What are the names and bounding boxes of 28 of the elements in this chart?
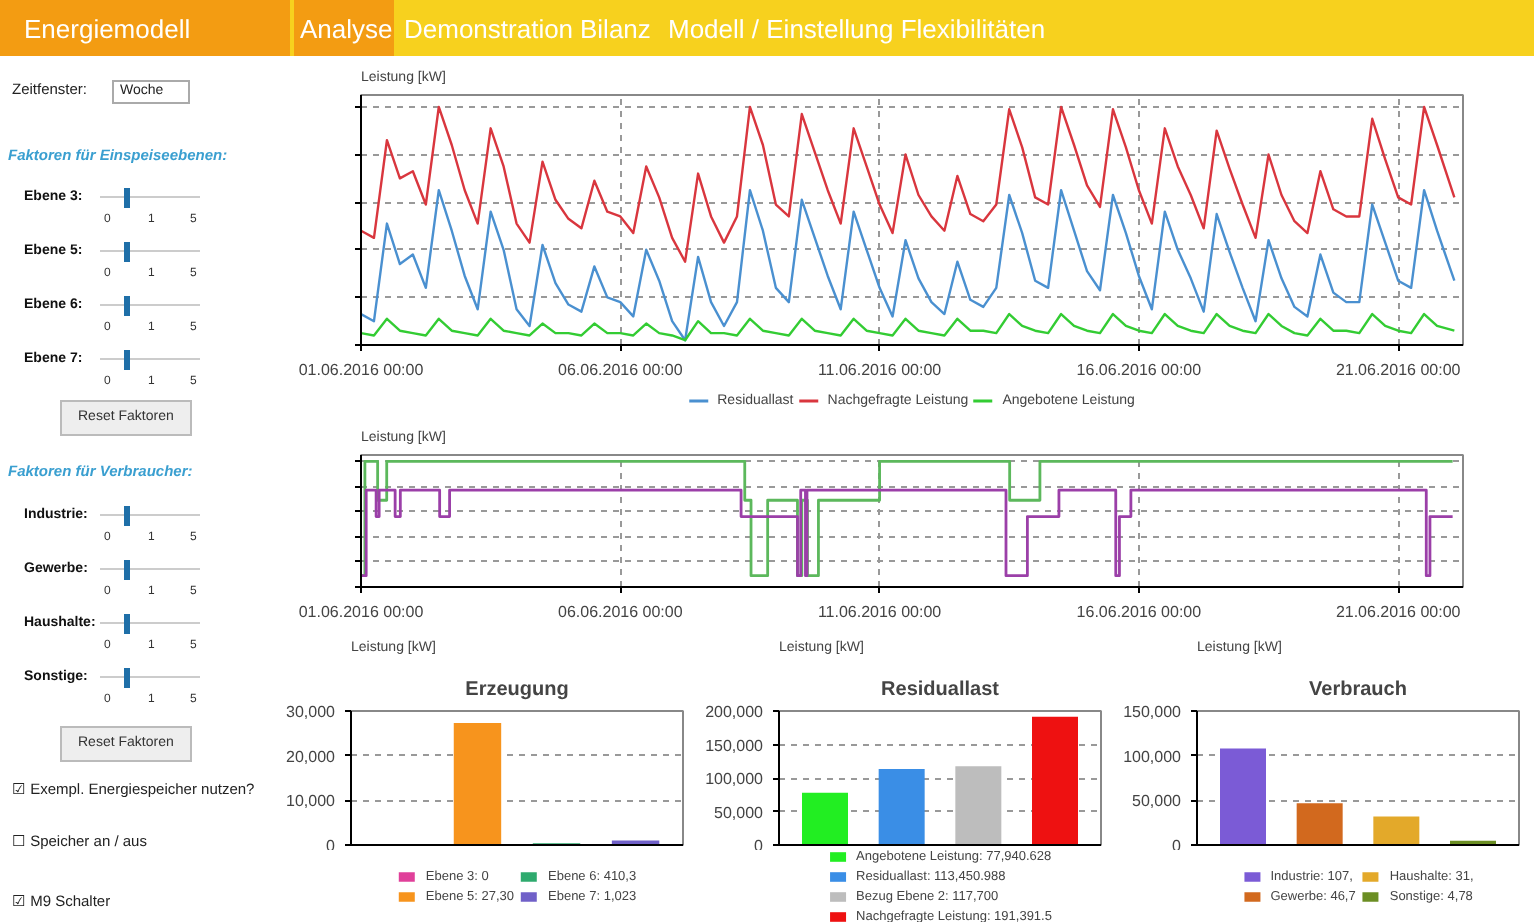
y-tick-label: 10,000 xyxy=(286,792,337,811)
chart-title: Residuallast xyxy=(881,679,1001,701)
text: Modell / Einstellung Flexibilitäten xyxy=(668,12,1046,48)
y-tick-label: 150,000 xyxy=(1123,703,1183,721)
y-tick-label: 200,000 xyxy=(705,703,765,721)
x-tick-label: 21.06.2016 00:00 xyxy=(1335,361,1462,379)
x-tick-label: 16.06.2016 00:00 xyxy=(1076,603,1203,621)
y-tick-label: 100,000 xyxy=(705,770,765,788)
x-tick-label: 11.06.2016 00:00 xyxy=(817,361,943,379)
x-tick-label: 16.06.2016 00:00 xyxy=(1076,361,1203,379)
y-tick-label: 20,000 xyxy=(286,747,337,766)
x-tick-label: 06.06.2016 00:00 xyxy=(558,361,684,379)
text: Analyse xyxy=(300,12,393,48)
y-tick-label: 30,000 xyxy=(286,703,337,721)
text: Bilanz xyxy=(580,12,651,48)
x-tick-label: 01.06.2016 00:00 xyxy=(298,361,425,379)
y-tick-label: 50,000 xyxy=(714,803,765,822)
y-tick-label: 50,000 xyxy=(1132,792,1183,811)
chart-title: Verbrauch xyxy=(1309,679,1407,701)
text: Energiemodell xyxy=(24,12,191,48)
x-tick-label: 21.06.2016 00:00 xyxy=(1335,603,1462,621)
y-tick-label: 150,000 xyxy=(705,736,765,755)
chart-title: Erzeugung xyxy=(465,679,569,701)
x-tick-label: 01.06.2016 00:00 xyxy=(298,603,425,621)
x-tick-label: 06.06.2016 00:00 xyxy=(558,603,684,621)
x-tick-label: 11.06.2016 00:00 xyxy=(817,603,943,621)
text: Demonstration xyxy=(404,12,574,48)
y-tick-label: 100,000 xyxy=(1123,747,1183,766)
